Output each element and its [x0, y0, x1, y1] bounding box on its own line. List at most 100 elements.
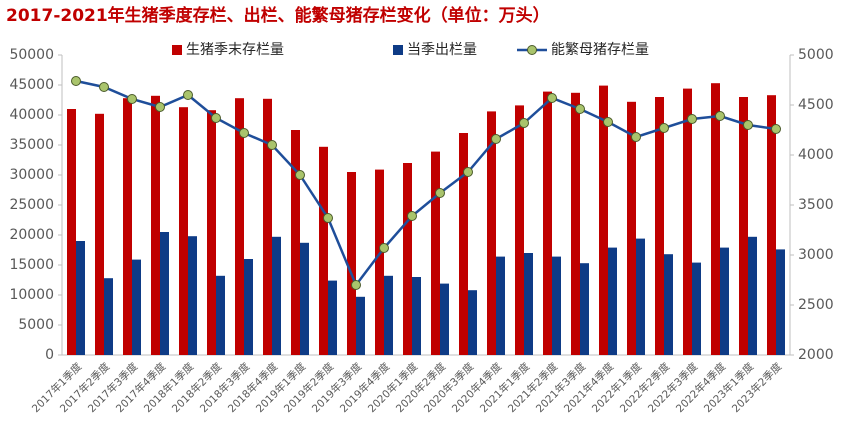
bar [319, 146, 328, 355]
line-marker [743, 120, 753, 130]
y2-tick-label: 3500 [798, 197, 834, 213]
bar [692, 262, 701, 355]
bar [300, 242, 309, 355]
line-marker [155, 102, 165, 112]
legend-swatch [393, 45, 403, 55]
line-marker [463, 167, 473, 177]
y-tick-label: 35000 [9, 137, 54, 153]
y-tick-label: 10000 [9, 287, 54, 303]
bar [151, 95, 160, 356]
bar [160, 232, 169, 355]
bar [440, 283, 449, 355]
line-marker [491, 134, 501, 144]
line-marker [267, 140, 277, 150]
line-marker [435, 188, 445, 198]
line-marker [519, 118, 529, 128]
line-marker [99, 82, 109, 92]
bar [776, 249, 785, 355]
bar [664, 254, 673, 355]
bar [179, 107, 188, 355]
bar [524, 253, 533, 355]
line-marker [603, 117, 613, 127]
line-marker [351, 280, 361, 290]
bar [272, 236, 281, 355]
bar [104, 278, 113, 355]
bar [552, 256, 561, 355]
y-tick-label: 15000 [9, 257, 54, 273]
bar [384, 275, 393, 355]
y-tick-label: 45000 [9, 77, 54, 93]
bar [244, 259, 253, 355]
legend-label: 生猪季末存栏量 [186, 42, 284, 58]
bar [720, 247, 729, 355]
y-tick-label: 50000 [9, 47, 54, 63]
line-marker [239, 128, 249, 138]
line-marker [407, 211, 417, 221]
bar [496, 256, 505, 355]
bar [571, 92, 580, 356]
bar [487, 111, 496, 356]
chart-title: 2017-2021年生猪季度存栏、出栏、能繁母猪存栏变化（单位：万头） [6, 5, 550, 26]
bar [636, 238, 645, 355]
bar [627, 101, 636, 355]
line-marker [687, 114, 697, 124]
bar [95, 113, 104, 355]
line-marker [659, 123, 669, 133]
bar [207, 110, 216, 355]
legend-label: 当季出栏量 [407, 42, 477, 58]
y-tick-label: 40000 [9, 107, 54, 123]
bar [515, 105, 524, 356]
line-marker [323, 213, 333, 223]
bar [580, 263, 589, 355]
y2-tick-label: 5000 [798, 47, 834, 63]
bar [739, 97, 748, 355]
y-tick-label: 5000 [18, 317, 54, 333]
bar [412, 277, 421, 355]
line-marker [547, 93, 557, 103]
bar [291, 130, 300, 355]
bar [347, 172, 356, 355]
bar [132, 259, 141, 355]
legend-swatch [172, 45, 182, 55]
bar [263, 98, 272, 356]
bar [767, 95, 776, 355]
bar [403, 163, 412, 355]
bar [67, 109, 76, 355]
y-tick-label: 25000 [9, 197, 54, 213]
bar [543, 91, 552, 355]
bar [328, 280, 337, 355]
line-marker [771, 124, 781, 134]
line-marker [715, 111, 725, 121]
line-marker [575, 104, 585, 114]
bar [235, 98, 244, 355]
y2-tick-label: 4500 [798, 97, 834, 113]
bar [608, 247, 617, 355]
bar [76, 241, 85, 355]
line-marker [183, 90, 193, 100]
line-marker [379, 243, 389, 253]
bar [123, 98, 132, 355]
bar [599, 85, 608, 355]
line-marker [211, 113, 221, 123]
bar [459, 133, 468, 355]
y2-tick-label: 2000 [798, 347, 834, 363]
legend-label: 能繁母猪存栏量 [551, 42, 649, 58]
y2-tick-label: 4000 [798, 147, 834, 163]
bar [683, 88, 692, 355]
bar [188, 236, 197, 355]
legend-marker [527, 45, 537, 55]
bar [655, 97, 664, 355]
line-marker [295, 170, 305, 180]
y-tick-label: 30000 [9, 167, 54, 183]
bar [711, 83, 720, 355]
bar [748, 236, 757, 355]
y2-tick-label: 3000 [798, 247, 834, 263]
bar [216, 275, 225, 355]
y-tick-label: 0 [45, 347, 54, 363]
y-tick-label: 20000 [9, 227, 54, 243]
line-marker [631, 132, 641, 142]
bar [431, 151, 440, 355]
y2-tick-label: 2500 [798, 297, 834, 313]
bar [356, 296, 365, 355]
